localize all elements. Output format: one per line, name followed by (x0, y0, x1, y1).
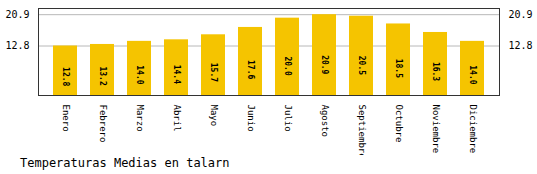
svg-text:16.3: 16.3 (431, 62, 440, 81)
svg-text:20.5: 20.5 (357, 56, 366, 75)
svg-text:Marzo: Marzo (135, 105, 145, 132)
svg-text:Julio: Julio (283, 105, 293, 132)
svg-text:Enero: Enero (61, 105, 71, 132)
svg-text:Septiembre: Septiembre (357, 105, 367, 156)
svg-text:Mayo: Mayo (209, 105, 219, 127)
svg-text:14.0: 14.0 (468, 65, 477, 84)
svg-text:Febrero: Febrero (98, 105, 108, 143)
svg-text:14.0: 14.0 (135, 65, 144, 84)
svg-text:Noviembre: Noviembre (431, 105, 441, 154)
svg-text:15.7: 15.7 (209, 63, 218, 82)
svg-text:12.8: 12.8 (5, 40, 29, 51)
svg-text:Abril: Abril (172, 105, 182, 132)
svg-text:20.9: 20.9 (509, 9, 533, 20)
html-text:Temperaturas Medias en talarn: Temperaturas Medias en talarn (20, 156, 230, 170)
svg-text:14.4: 14.4 (172, 65, 181, 84)
svg-text:18.5: 18.5 (394, 59, 403, 78)
svg-text:17.6: 17.6 (246, 60, 255, 79)
svg-text:20.9: 20.9 (320, 55, 329, 74)
svg-text:13.2: 13.2 (98, 66, 107, 85)
svg-text:20.9: 20.9 (5, 9, 29, 20)
svg-text:20.0: 20.0 (283, 56, 292, 75)
svg-text:Octubre: Octubre (394, 105, 404, 143)
svg-text:Junio: Junio (246, 105, 256, 132)
svg-text:Agosto: Agosto (320, 105, 330, 138)
svg-text:12.8: 12.8 (61, 67, 70, 86)
svg-text:Diciembre: Diciembre (468, 105, 478, 154)
svg-text:12.8: 12.8 (509, 40, 533, 51)
